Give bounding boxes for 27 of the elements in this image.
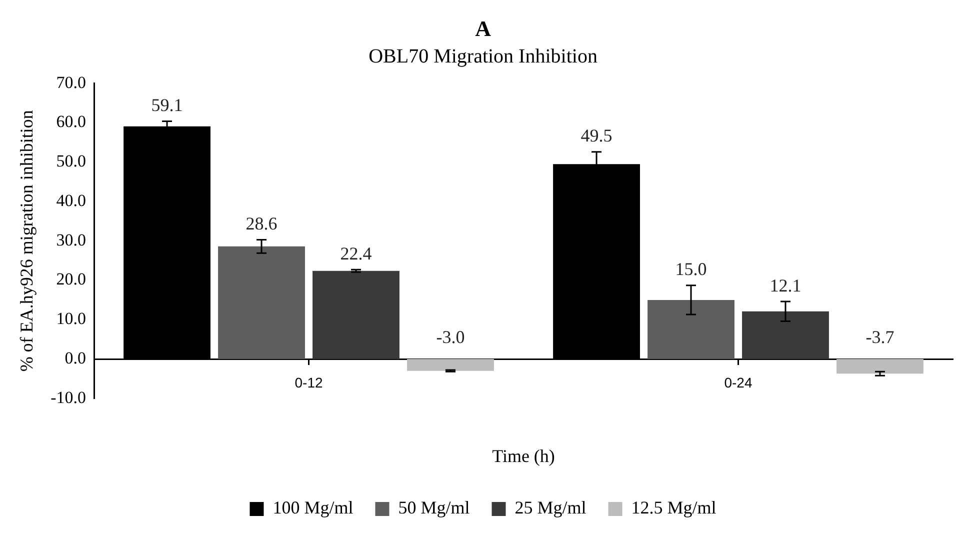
chart-subtitle: OBL70 Migration Inhibition <box>368 46 598 68</box>
legend-label: 50 Mg/ml <box>398 498 470 518</box>
data-label: -3.7 <box>866 326 894 347</box>
chart-title: A <box>475 16 492 41</box>
y-tick-label: 50.0 <box>56 152 86 171</box>
y-tick-label: 20.0 <box>56 270 86 289</box>
data-label: -3.0 <box>436 326 465 347</box>
y-tick-label: 70.0 <box>56 72 86 92</box>
data-label: 12.1 <box>770 275 802 296</box>
y-tick-label: 0.0 <box>64 348 86 368</box>
data-label: 22.4 <box>340 243 372 264</box>
legend-label: 12.5 Mg/ml <box>631 498 716 518</box>
data-label: 49.5 <box>580 126 612 146</box>
y-axis-title: % of EA.hy926 migration inhibition <box>16 110 37 372</box>
y-tick-label: 30.0 <box>56 230 86 250</box>
x-tick-label: 0-12 <box>294 374 323 390</box>
legend-label: 25 Mg/ml <box>514 498 586 518</box>
y-tick-label: 10.0 <box>56 309 86 328</box>
data-label: 59.1 <box>151 94 183 115</box>
y-tick-label: -10.0 <box>50 388 86 407</box>
legend-label: 100 Mg/ml <box>272 498 354 518</box>
y-tick-label: 40.0 <box>56 190 86 210</box>
y-tick-label: 60.0 <box>56 112 86 132</box>
data-label: 15.0 <box>675 259 707 280</box>
x-tick-label: 0-24 <box>724 374 752 390</box>
data-label: 28.6 <box>246 213 278 234</box>
x-axis-title: Time (h) <box>492 446 555 466</box>
